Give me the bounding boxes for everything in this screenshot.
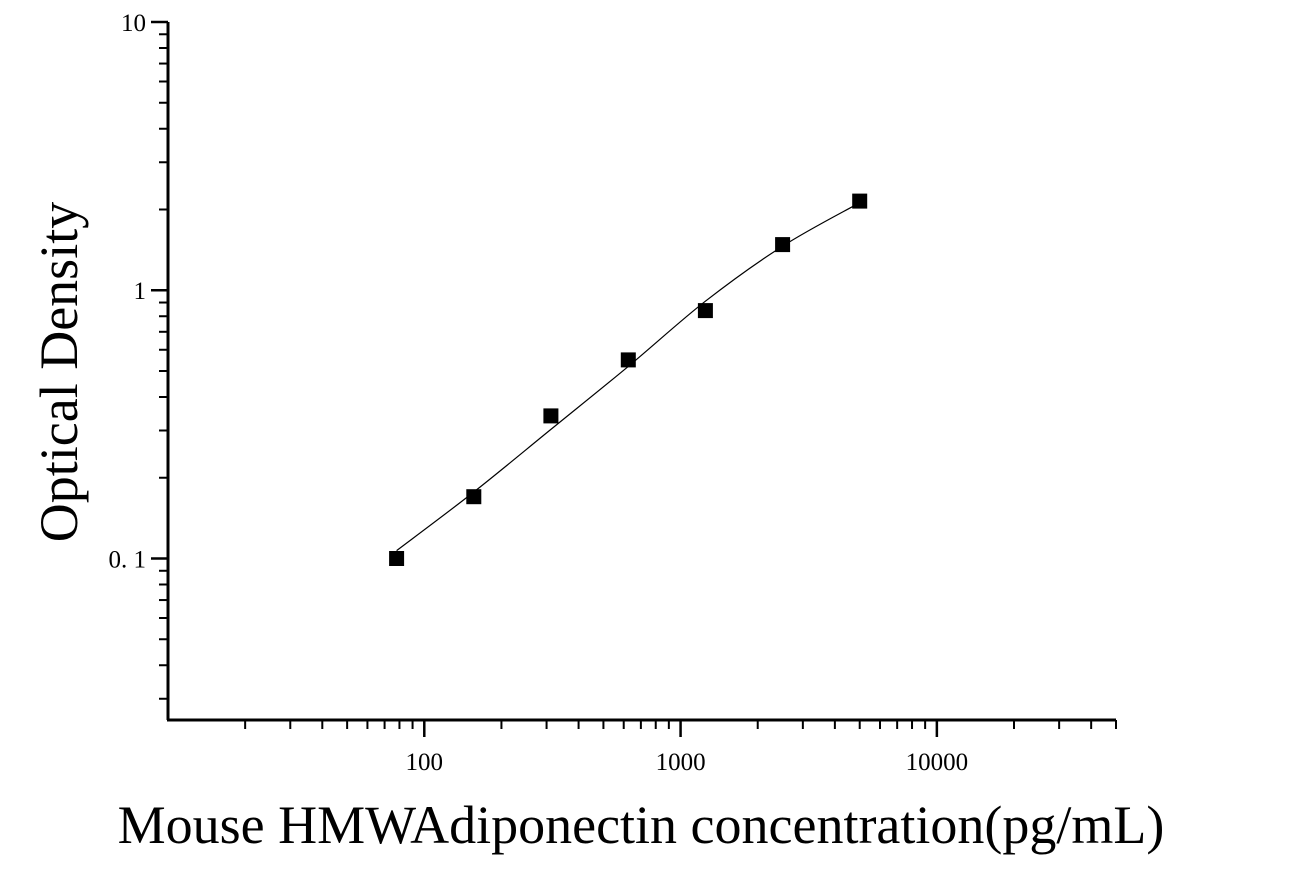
data-point [852, 193, 868, 209]
fit-curve [396, 202, 860, 552]
data-point [466, 489, 482, 505]
data-points [389, 193, 868, 566]
x-tick-label: 1000 [656, 749, 706, 776]
data-point [620, 352, 636, 368]
x-axis-title: Mouse HMWAdiponectin concentration(pg/mL… [118, 795, 1165, 855]
x-tick-label: 10000 [906, 749, 969, 776]
y-tick-label: 1 [134, 278, 147, 305]
ticks [151, 20, 1117, 737]
data-point [543, 408, 559, 424]
axes [166, 22, 1116, 722]
data-point [697, 303, 713, 319]
data-point [389, 551, 405, 566]
data-point [775, 237, 791, 253]
y-axis-title: Optical Density [29, 202, 89, 542]
y-tick-label: 0. 1 [109, 546, 147, 573]
y-tick-label: 10 [121, 10, 146, 37]
tick-labels: 100 1000 10000 10 1 0. 1 [109, 10, 969, 776]
x-tick-label: 100 [406, 749, 444, 776]
